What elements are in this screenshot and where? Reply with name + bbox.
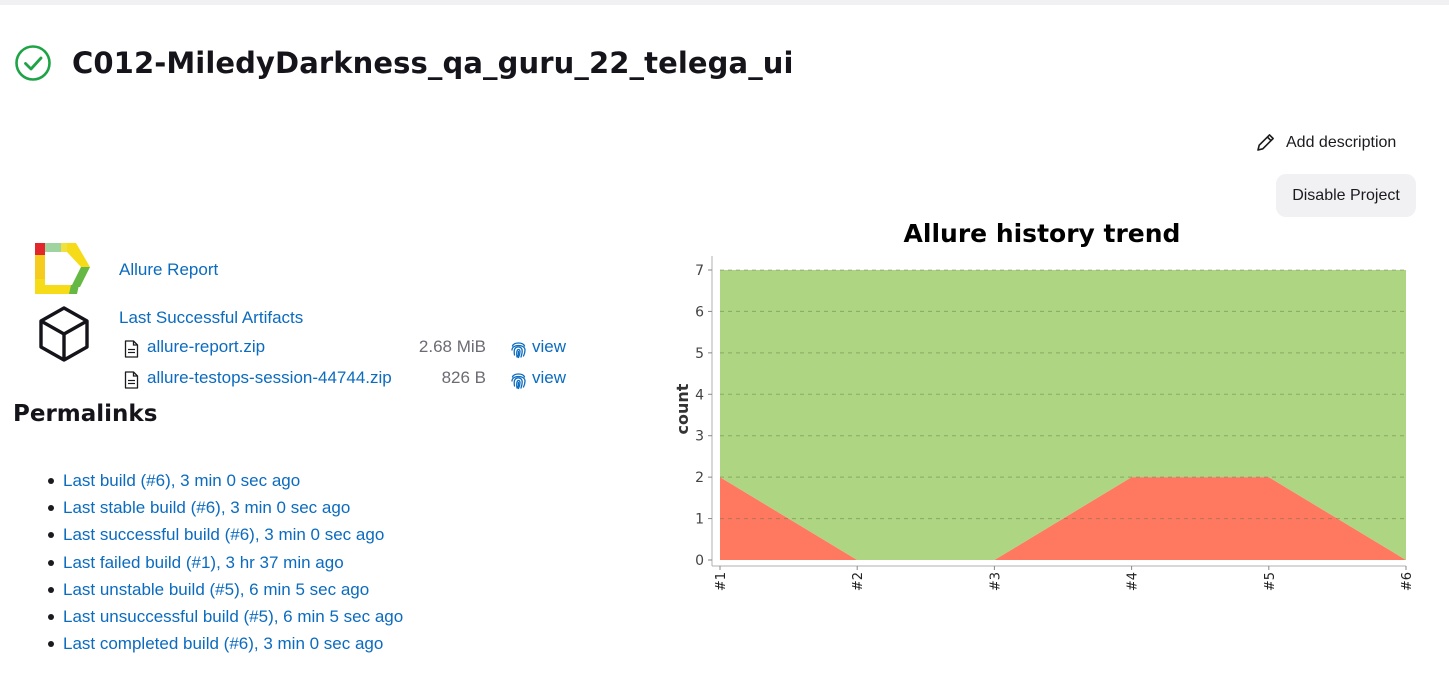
series-area-1 — [720, 270, 1406, 560]
series-area-0 — [720, 477, 1406, 560]
add-description-button[interactable]: Add description — [1255, 132, 1396, 153]
chart-axes: 0 1 2 3 4 5 6 7 #1 #2 #3 #4 #5 #6 — [695, 256, 1415, 591]
y-tick-label: 0 — [695, 553, 704, 569]
bullet — [48, 641, 54, 648]
permalink-item: Last successful build (#6), 3 min 0 sec … — [47, 521, 403, 548]
y-tick-label: 5 — [695, 346, 704, 362]
check-circle-icon — [15, 45, 51, 81]
artifact-view-link[interactable]: view — [532, 337, 567, 356]
x-tick-label: #1 — [714, 572, 729, 591]
bullet — [48, 532, 54, 539]
chart-y-axis-label: count — [673, 383, 692, 434]
permalink-last-build[interactable]: Last build (#6), 3 min 0 sec ago — [63, 471, 301, 490]
artifact-row: allure-report.zip 2.68 MiB view — [124, 337, 584, 359]
artifact-file-link[interactable]: allure-report.zip — [147, 337, 266, 356]
permalink-last-unsuccessful-build[interactable]: Last unsuccessful build (#5), 6 min 5 se… — [63, 606, 404, 626]
bullet — [48, 505, 54, 512]
permalink-last-stable-build[interactable]: Last stable build (#6), 3 min 0 sec ago — [63, 498, 351, 518]
bullet — [48, 586, 54, 593]
allure-report-link[interactable]: Allure Report — [119, 260, 219, 279]
permalink-item: Last unsuccessful build (#5), 6 min 5 se… — [47, 603, 403, 630]
x-tick-label: #5 — [1263, 572, 1278, 591]
disable-project-button[interactable]: Disable Project — [1276, 174, 1416, 217]
x-tick-label: #4 — [1126, 572, 1141, 591]
chart-areas — [720, 270, 1406, 560]
bullet — [48, 613, 54, 620]
chart-gridlines — [720, 269, 1406, 520]
permalinks-heading: Permalinks — [13, 401, 158, 427]
bullet — [48, 559, 54, 566]
bullet — [48, 478, 54, 484]
permalink-last-failed-build[interactable]: Last failed build (#1), 3 hr 37 min ago — [63, 552, 344, 572]
permalink-item: Last stable build (#6), 3 min 0 sec ago — [47, 494, 403, 521]
x-tick-label: #6 — [1400, 572, 1415, 591]
top-bar — [0, 0, 1449, 5]
allure-history-trend-chart[interactable]: 0 1 2 3 4 5 6 7 #1 #2 #3 #4 #5 #6 Allure history tren… — [670, 214, 1420, 604]
y-tick-label: 1 — [695, 512, 704, 528]
allure-logo-icon — [35, 243, 90, 294]
last-successful-artifacts-link[interactable]: Last Successful Artifacts — [119, 308, 304, 327]
permalink-item: Last unstable build (#5), 6 min 5 sec ag… — [47, 576, 403, 603]
fingerprint-icon[interactable] — [510, 339, 527, 359]
chart-title: Allure history trend — [904, 219, 1181, 248]
permalink-item: Last failed build (#1), 3 hr 37 min ago — [47, 549, 403, 576]
permalinks-list: Last build (#6), 3 min 0 sec ago Last st… — [47, 467, 403, 657]
permalink-last-completed-build[interactable]: Last completed build (#6), 3 min 0 sec a… — [63, 634, 384, 654]
y-tick-label: 4 — [695, 387, 704, 403]
artifact-file-size: 2.68 MiB — [418, 337, 486, 356]
permalink-item: Last completed build (#6), 3 min 0 sec a… — [47, 630, 403, 657]
y-tick-label: 6 — [695, 304, 704, 320]
package-icon — [39, 306, 89, 362]
y-tick-label: 7 — [695, 263, 704, 279]
permalink-last-unstable-build[interactable]: Last unstable build (#5), 6 min 5 sec ag… — [63, 579, 370, 599]
page-header: C012-MiledyDarkness_qa_guru_22_telega_ui — [14, 44, 794, 82]
file-icon — [124, 371, 139, 389]
fingerprint-icon[interactable] — [510, 370, 527, 390]
artifact-row: allure-testops-session-44744.zip 826 B v… — [124, 368, 584, 390]
artifact-file-size: 826 B — [441, 368, 486, 387]
x-tick-label: #3 — [988, 572, 1003, 591]
artifact-view-link[interactable]: view — [532, 368, 567, 387]
page-title: C012-MiledyDarkness_qa_guru_22_telega_ui — [72, 46, 794, 80]
file-icon — [124, 340, 139, 358]
y-tick-label: 3 — [695, 429, 704, 445]
permalink-item: Last build (#6), 3 min 0 sec ago — [47, 467, 403, 494]
y-tick-label: 2 — [695, 470, 704, 486]
permalink-last-successful-build[interactable]: Last successful build (#6), 3 min 0 sec … — [63, 525, 385, 545]
x-tick-label: #2 — [851, 572, 866, 591]
artifact-file-link[interactable]: allure-testops-session-44744.zip — [147, 368, 392, 387]
add-description-label: Add description — [1286, 133, 1397, 151]
pencil-icon — [1257, 134, 1274, 151]
